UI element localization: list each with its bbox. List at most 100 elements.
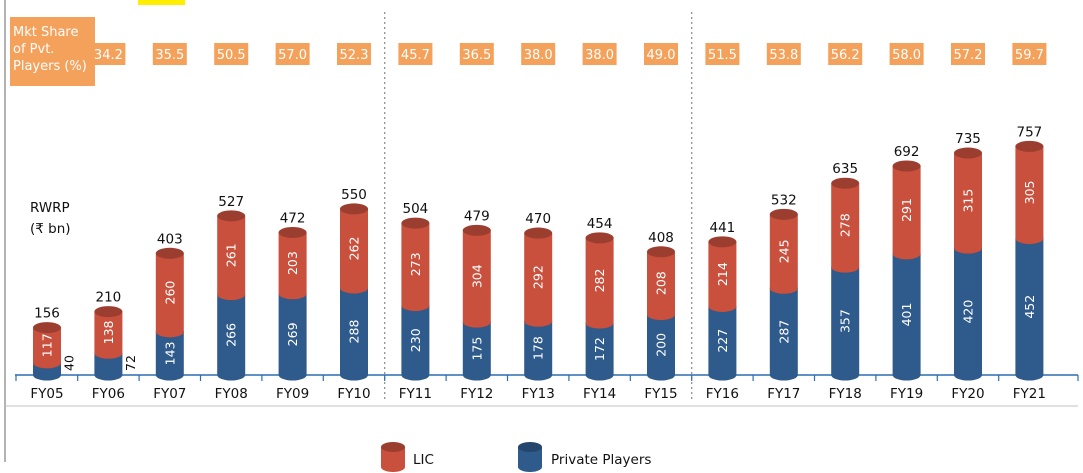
lic-bar (954, 147, 982, 254)
lic-value-label: 315 (961, 189, 976, 213)
total-value-label: 550 (341, 187, 367, 203)
x-tick-label: FY09 (276, 386, 309, 402)
mkt-share-value: 51.5 (708, 48, 737, 63)
mkt-share-badge (951, 43, 985, 65)
total-value-label: 527 (218, 194, 244, 210)
mkt-share-value: 53.8 (769, 48, 798, 63)
x-tick-label: FY08 (215, 386, 248, 402)
private-value-label: 266 (224, 323, 239, 347)
mkt-share-header-text: Mkt Share (13, 25, 79, 40)
mkt-share-value: 45.7 (401, 48, 430, 63)
lic-bar (892, 160, 921, 260)
lic-value-label: 261 (224, 243, 239, 267)
mkt-share-value: 34.2 (94, 48, 123, 63)
mkt-share-value: 35.5 (155, 48, 184, 63)
lic-bar (647, 246, 675, 321)
lic-value-label: 292 (531, 265, 546, 289)
x-tick-label: FY15 (644, 386, 677, 402)
lic-bar (462, 224, 491, 328)
mkt-share-value: 59.7 (1015, 48, 1044, 63)
mkt-share-value: 50.5 (217, 48, 246, 63)
mkt-share-badge (1012, 43, 1047, 65)
y-axis-title: RWRP (30, 200, 70, 216)
x-tick-label: FY17 (767, 386, 800, 402)
bars: 117 40 156 138 72 210 260 143 403 261 266 527 203 269… (33, 124, 1044, 381)
private-value-label: 357 (838, 309, 853, 333)
total-value-label: 470 (525, 211, 551, 227)
mkt-share-value: 58.0 (892, 48, 921, 63)
lic-value-label: 282 (592, 269, 607, 293)
mkt-share-value: 57.2 (954, 48, 983, 63)
lic-value-label: 260 (162, 281, 177, 305)
mkt-share-header-text: Players (%) (13, 59, 87, 74)
lic-value-label: 305 (1022, 181, 1037, 205)
private-value-label: 72 (123, 355, 138, 371)
x-tick-label: FY16 (706, 386, 739, 402)
lic-bar (94, 306, 123, 359)
y-axis-unit: (₹ bn) (30, 221, 71, 237)
lic-bar (831, 177, 860, 273)
x-tick-label: FY05 (30, 386, 63, 402)
x-tick-label: FY10 (337, 386, 370, 402)
private-value-label: 401 (899, 303, 914, 327)
lic-value-label: 291 (899, 198, 914, 222)
mkt-share-value: 49.0 (647, 48, 676, 63)
lic-bar (155, 247, 184, 338)
mkt-share-value: 36.5 (462, 48, 491, 63)
total-value-label: 635 (832, 161, 858, 177)
total-value-label: 532 (771, 192, 797, 208)
private-value-label: 420 (961, 300, 976, 324)
total-value-label: 692 (894, 144, 920, 160)
mkt-share-badge (275, 43, 310, 65)
total-value-label: 735 (955, 131, 981, 147)
total-value-label: 408 (648, 230, 674, 246)
mkt-share-badge (705, 43, 740, 65)
period-dividers (4, 0, 693, 462)
lic-bar (585, 232, 614, 329)
total-value-label: 479 (464, 208, 490, 224)
mkt-share-header (10, 17, 95, 86)
mkt-share-badge (889, 43, 924, 65)
mkt-share-badge (91, 43, 126, 65)
legend-private-label: Private Players (551, 452, 651, 468)
mkt-share-badge (521, 43, 556, 65)
lic-value-label: 117 (40, 333, 55, 357)
total-value-label: 441 (710, 220, 736, 236)
x-tick-label: FY06 (92, 386, 125, 402)
legend: LIC Private Players (381, 442, 651, 472)
mkt-share-badge (214, 43, 249, 65)
total-value-label: 757 (1017, 124, 1043, 140)
lic-bar (401, 217, 430, 312)
total-value-label: 472 (280, 210, 306, 226)
private-value-label: 230 (408, 328, 423, 352)
lic-bar (524, 227, 553, 327)
total-value-label: 504 (403, 201, 429, 217)
private-value-label: 200 (654, 333, 669, 357)
x-tick-label: FY20 (951, 386, 984, 402)
lic-bar (217, 210, 246, 301)
private-value-label: 175 (469, 337, 484, 361)
x-tick-label: FY12 (460, 386, 493, 402)
x-tick-label: FY19 (890, 386, 923, 402)
total-value-label: 210 (96, 290, 122, 306)
lic-value-label: 203 (285, 251, 300, 275)
private-value-label: 287 (776, 320, 791, 344)
x-tick-label: FY21 (1013, 386, 1046, 402)
private-value-label: 227 (715, 329, 730, 353)
lic-value-label: 138 (101, 320, 116, 344)
mkt-share-badge (644, 43, 678, 65)
private-value-label: 288 (347, 320, 362, 344)
y-axis-label: RWRP (₹ bn) (30, 200, 71, 237)
x-tick-label: FY14 (583, 386, 616, 402)
mkt-share-badge (766, 43, 801, 65)
legend-lic-label: LIC (413, 452, 434, 468)
lic-value-label: 273 (408, 252, 423, 276)
mkt-share-header-text: of Pvt. (13, 42, 54, 57)
highlight-mark (138, 0, 185, 5)
private-value-label: 269 (285, 322, 300, 346)
private-value-label: 143 (162, 341, 177, 365)
lic-bar (1015, 140, 1044, 244)
lic-value-label: 262 (347, 237, 362, 261)
total-value-label: 156 (34, 306, 60, 322)
